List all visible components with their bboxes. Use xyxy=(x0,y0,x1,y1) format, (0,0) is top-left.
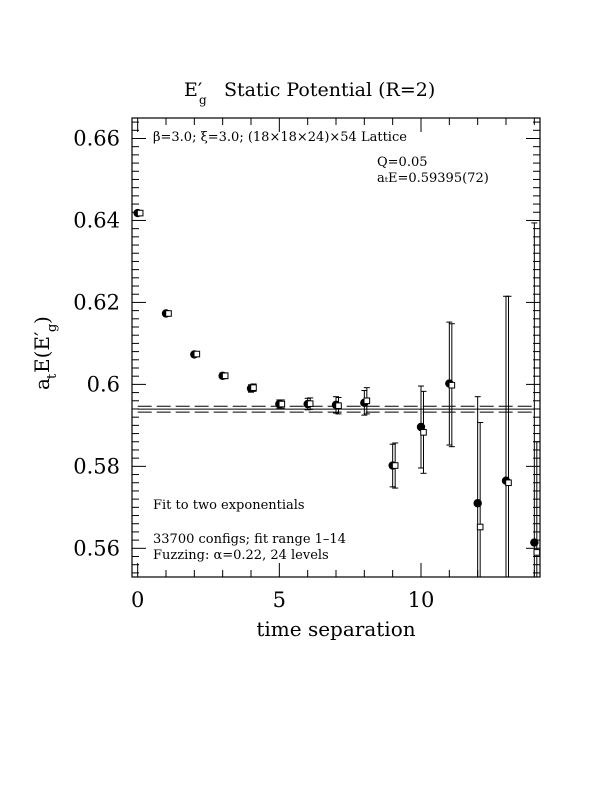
y-tick-label: 0.66 xyxy=(73,126,120,150)
y-tick-label: 0.58 xyxy=(73,454,120,478)
data-point-square xyxy=(533,549,541,556)
data-point-square xyxy=(363,397,371,405)
annotation-configs: 33700 configs; fit range 1–14 xyxy=(153,532,346,547)
annotations: β=3.0; ξ=3.0; (18×18×24)×54 Lattice Q=0.… xyxy=(153,130,489,563)
data-point-square xyxy=(136,209,144,217)
chart-title: E′ g Static Potential (R=2) xyxy=(184,79,435,107)
x-tick-label: 5 xyxy=(273,588,286,612)
data-point-square xyxy=(306,400,314,407)
data-point-square xyxy=(193,350,201,358)
chart-title-main: E′ xyxy=(184,79,202,101)
x-axis-label: time separation xyxy=(256,617,415,641)
y-tick-label: 0.6 xyxy=(87,372,120,396)
chart-title-subscript: g xyxy=(199,93,207,107)
data-point-square xyxy=(221,372,229,380)
plot-frame xyxy=(131,117,541,578)
y-axis-label: a t E(E′ g ) xyxy=(30,316,60,390)
y-axis-label-a: a xyxy=(30,378,54,390)
data-point-square xyxy=(278,400,286,408)
y-axis-label-close: ) xyxy=(30,316,54,324)
annotation-lattice: β=3.0; ξ=3.0; (18×18×24)×54 Lattice xyxy=(153,130,407,145)
data-point-square xyxy=(250,384,257,391)
y-axis-label-g: g xyxy=(45,324,60,332)
data-point-square xyxy=(335,402,342,409)
annotation-energy: aₜE=0.59395(72) xyxy=(377,171,489,186)
annotation-fit: Fit to two exponentials xyxy=(153,498,305,513)
y-tick-label: 0.62 xyxy=(73,290,120,314)
annotation-q: Q=0.05 xyxy=(377,155,428,170)
data-point-square xyxy=(448,381,456,389)
axis-ticks: 0.56 0.58 0.6 0.62 0.64 0.66 0 5 10 xyxy=(73,118,540,612)
data-point-square xyxy=(476,523,484,531)
data-point-square xyxy=(420,429,427,436)
y-tick-label: 0.56 xyxy=(73,536,120,560)
data-point-square xyxy=(391,462,399,469)
y-axis-label-e: E(E′ xyxy=(30,331,54,373)
data-points xyxy=(133,208,541,577)
x-tick-label: 0 xyxy=(131,588,144,612)
data-point-square xyxy=(165,310,172,317)
y-tick-label: 0.64 xyxy=(73,208,120,232)
x-tick-label: 10 xyxy=(408,588,435,612)
data-point-square xyxy=(505,479,512,487)
y-axis-label-t: t xyxy=(45,373,60,379)
annotation-fuzzing: Fuzzing: α=0.22, 24 levels xyxy=(153,548,329,563)
chart-title-rest: Static Potential (R=2) xyxy=(224,79,435,101)
